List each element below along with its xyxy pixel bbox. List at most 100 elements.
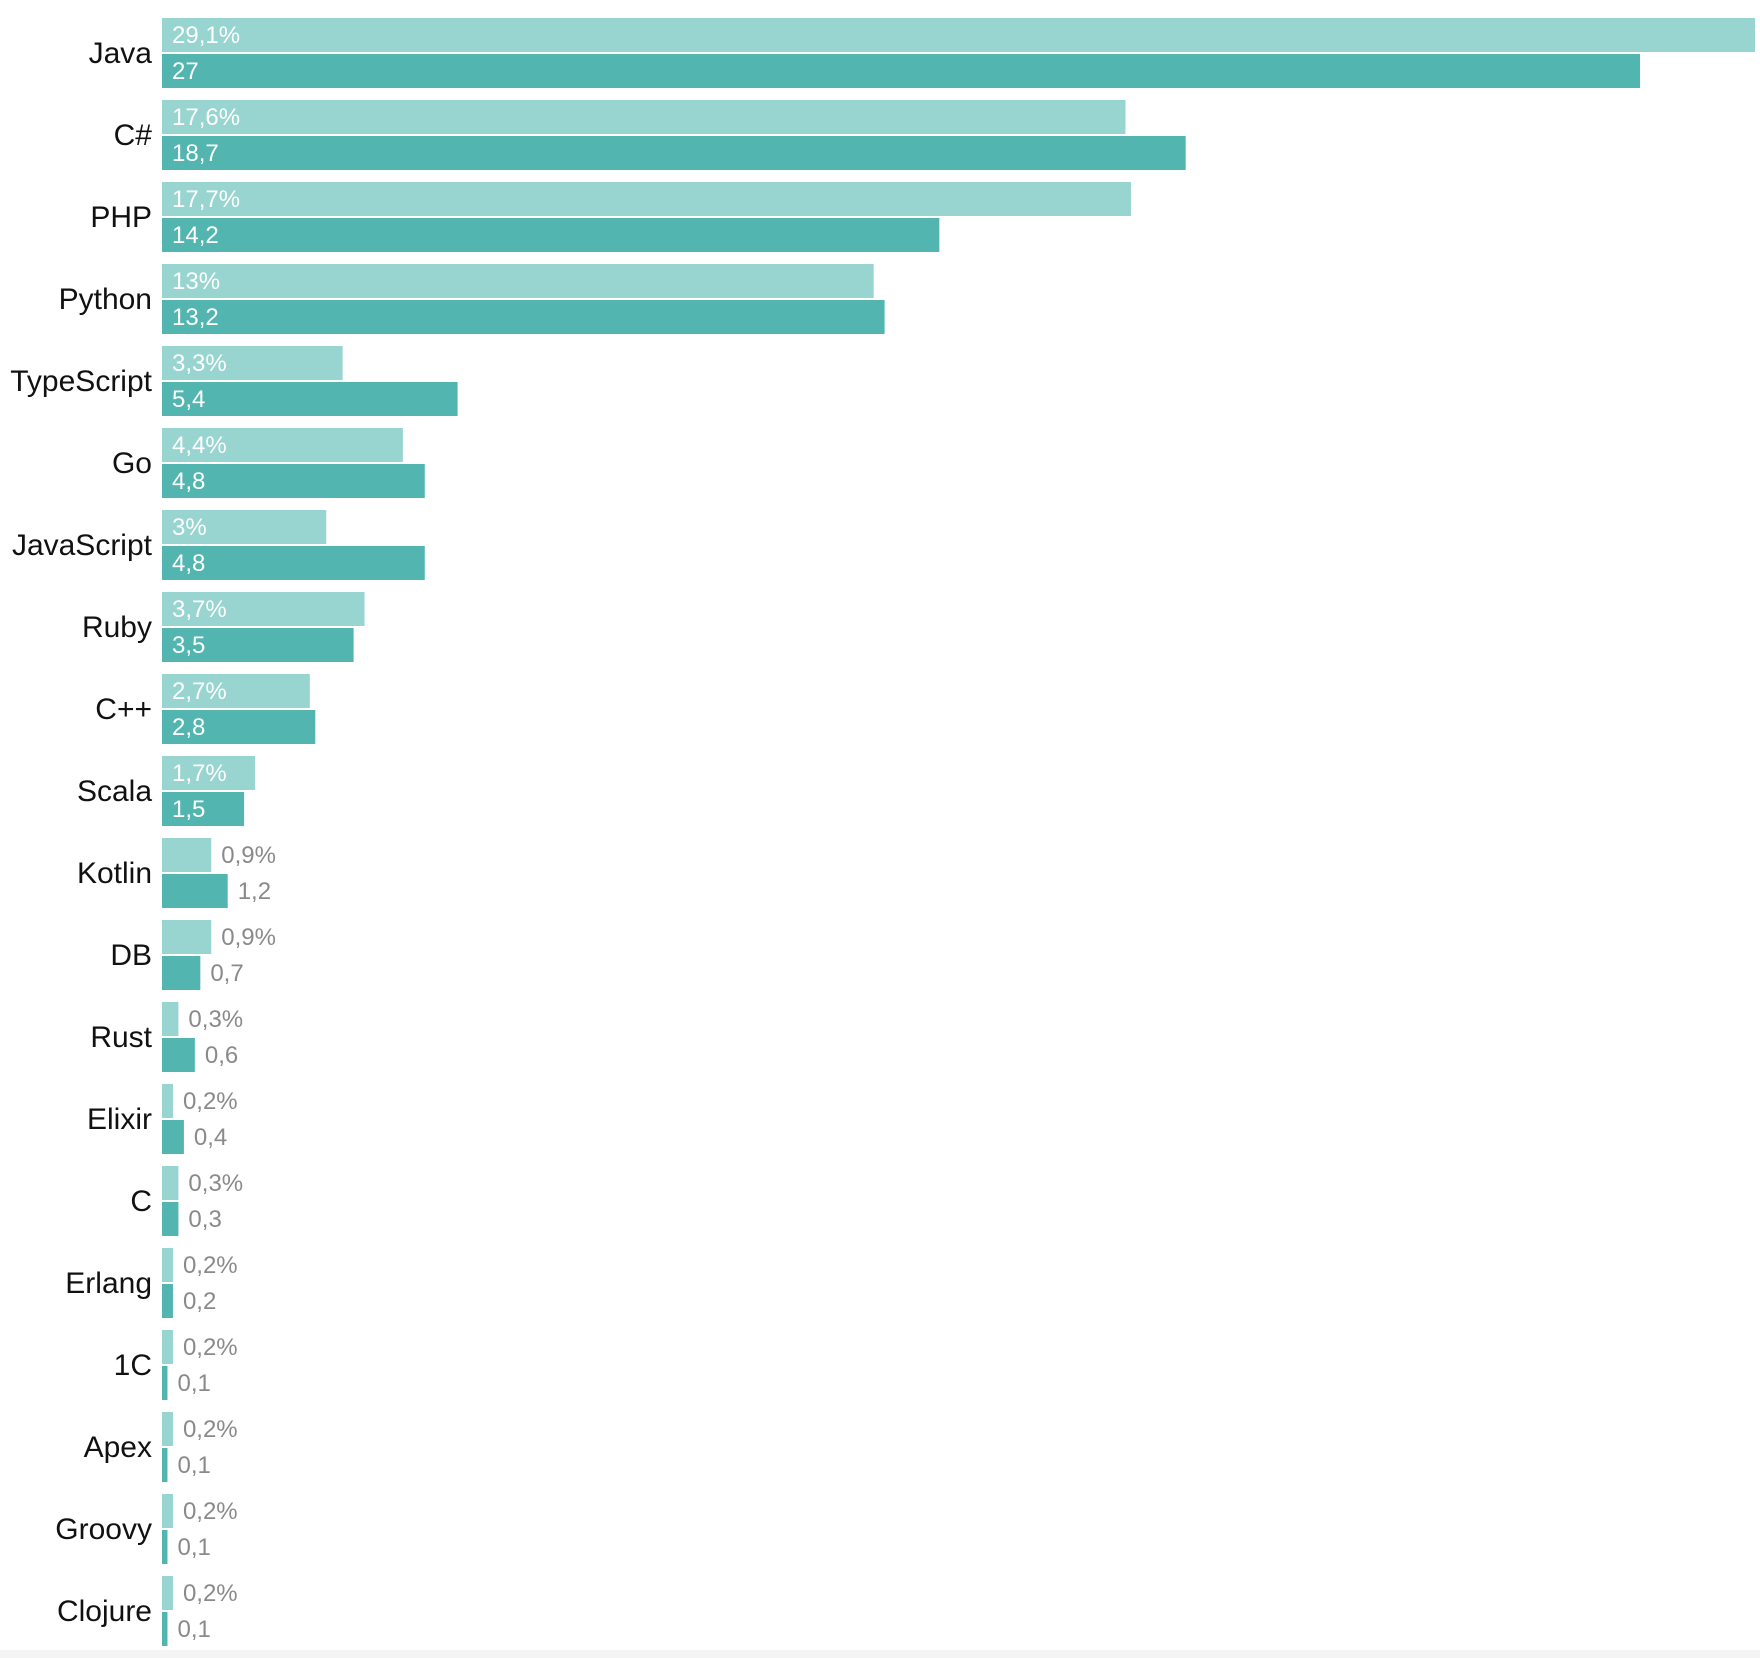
bar (162, 510, 327, 544)
category-label: Ruby (82, 611, 152, 644)
bar (162, 18, 1755, 52)
category-label: C# (114, 119, 153, 152)
data-label: 5,4 (172, 386, 205, 413)
data-label: 18,7 (172, 140, 219, 167)
data-label: 3% (172, 514, 207, 541)
data-label: 0,2% (183, 1334, 238, 1361)
category-label: Rust (90, 1021, 152, 1054)
bar (162, 1248, 173, 1282)
data-label: 0,9% (221, 924, 276, 951)
bar (162, 182, 1131, 216)
bar (162, 1038, 195, 1072)
category-label: Scala (77, 775, 152, 808)
category-label: Groovy (55, 1513, 152, 1546)
category-label: Python (59, 283, 152, 316)
data-label: 13,2 (172, 304, 219, 331)
data-label: 0,1 (177, 1370, 210, 1397)
bar-group: Java 29,1% 27 (89, 18, 1755, 88)
category-label: Kotlin (77, 857, 152, 890)
data-label: 0,2% (183, 1252, 238, 1279)
data-label: 14,2 (172, 222, 219, 249)
data-label: 13% (172, 268, 220, 295)
data-label: 0,7 (210, 960, 243, 987)
bar (162, 838, 212, 872)
bar (162, 100, 1126, 134)
data-label: 29,1% (172, 22, 240, 49)
bar (162, 674, 310, 708)
data-label: 0,9% (221, 842, 276, 869)
bar (162, 1120, 184, 1154)
bar (162, 1202, 179, 1236)
bar (162, 1576, 173, 1610)
bar (162, 218, 940, 252)
bar (162, 1084, 173, 1118)
category-label: Clojure (57, 1595, 152, 1628)
bar (162, 300, 885, 334)
bar (162, 628, 354, 662)
bar-group: Scala 1,7% 1,5 (77, 756, 256, 826)
data-label: 0,1 (177, 1452, 210, 1479)
bar (162, 346, 343, 380)
bar (162, 1330, 173, 1364)
bar (162, 956, 201, 990)
category-label: Go (112, 447, 152, 480)
bar (162, 54, 1641, 88)
data-label: 27 (172, 58, 199, 85)
bar (162, 592, 365, 626)
bar (162, 1530, 168, 1564)
data-label: 0,3% (188, 1170, 243, 1197)
bar-group: Python 13% 13,2 (59, 264, 885, 334)
data-label: 0,2% (183, 1498, 238, 1525)
bar (162, 546, 425, 580)
bar-group: C 0,3% 0,3 (130, 1166, 243, 1236)
data-label: 3,5 (172, 632, 205, 659)
data-label: 1,2 (238, 878, 271, 905)
bar-group: 1C 0,2% 0,1 (114, 1330, 238, 1400)
data-label: 0,4 (194, 1124, 227, 1151)
bar (162, 1448, 168, 1482)
data-label: 4,8 (172, 468, 205, 495)
data-label: 4,8 (172, 550, 205, 577)
category-label: TypeScript (10, 365, 152, 398)
data-label: 2,7% (172, 678, 227, 705)
bar (162, 1494, 173, 1528)
category-label: PHP (90, 201, 152, 234)
bar-group: DB 0,9% 0,7 (110, 920, 276, 990)
data-label: 0,1 (177, 1616, 210, 1643)
data-label: 17,6% (172, 104, 240, 131)
category-label: Erlang (65, 1267, 152, 1300)
bar (162, 136, 1186, 170)
bar (162, 1612, 168, 1646)
bar (162, 1166, 179, 1200)
data-label: 3,3% (172, 350, 227, 377)
data-label: 0,2% (183, 1580, 238, 1607)
data-label: 0,3% (188, 1006, 243, 1033)
data-label: 1,7% (172, 760, 227, 787)
data-label: 1,5 (172, 796, 205, 823)
data-label: 0,3 (188, 1206, 221, 1233)
bar (162, 1366, 168, 1400)
data-label: 0,2 (183, 1288, 216, 1315)
bar (162, 756, 256, 790)
category-label: C (130, 1185, 152, 1218)
bar (162, 920, 212, 954)
bar (162, 428, 403, 462)
bar-group: C++ 2,7% 2,8 (95, 674, 316, 744)
category-label: Elixir (87, 1103, 152, 1136)
category-label: 1C (114, 1349, 152, 1382)
data-label: 0,6 (205, 1042, 238, 1069)
category-label: C++ (95, 693, 152, 726)
bar-group: Groovy 0,2% 0,1 (55, 1494, 238, 1564)
data-label: 3,7% (172, 596, 227, 623)
bar-group: C# 17,6% 18,7 (114, 100, 1186, 170)
bar-group: Rust 0,3% 0,6 (90, 1002, 243, 1072)
data-label: 0,2% (183, 1416, 238, 1443)
bar-group: Erlang 0,2% 0,2 (65, 1248, 238, 1318)
bar (162, 792, 245, 826)
category-label: Apex (84, 1431, 152, 1464)
bar (162, 1002, 179, 1036)
bar-group: Kotlin 0,9% 1,2 (77, 838, 276, 908)
bar-group: Go 4,4% 4,8 (112, 428, 425, 498)
data-label: 0,1 (177, 1534, 210, 1561)
